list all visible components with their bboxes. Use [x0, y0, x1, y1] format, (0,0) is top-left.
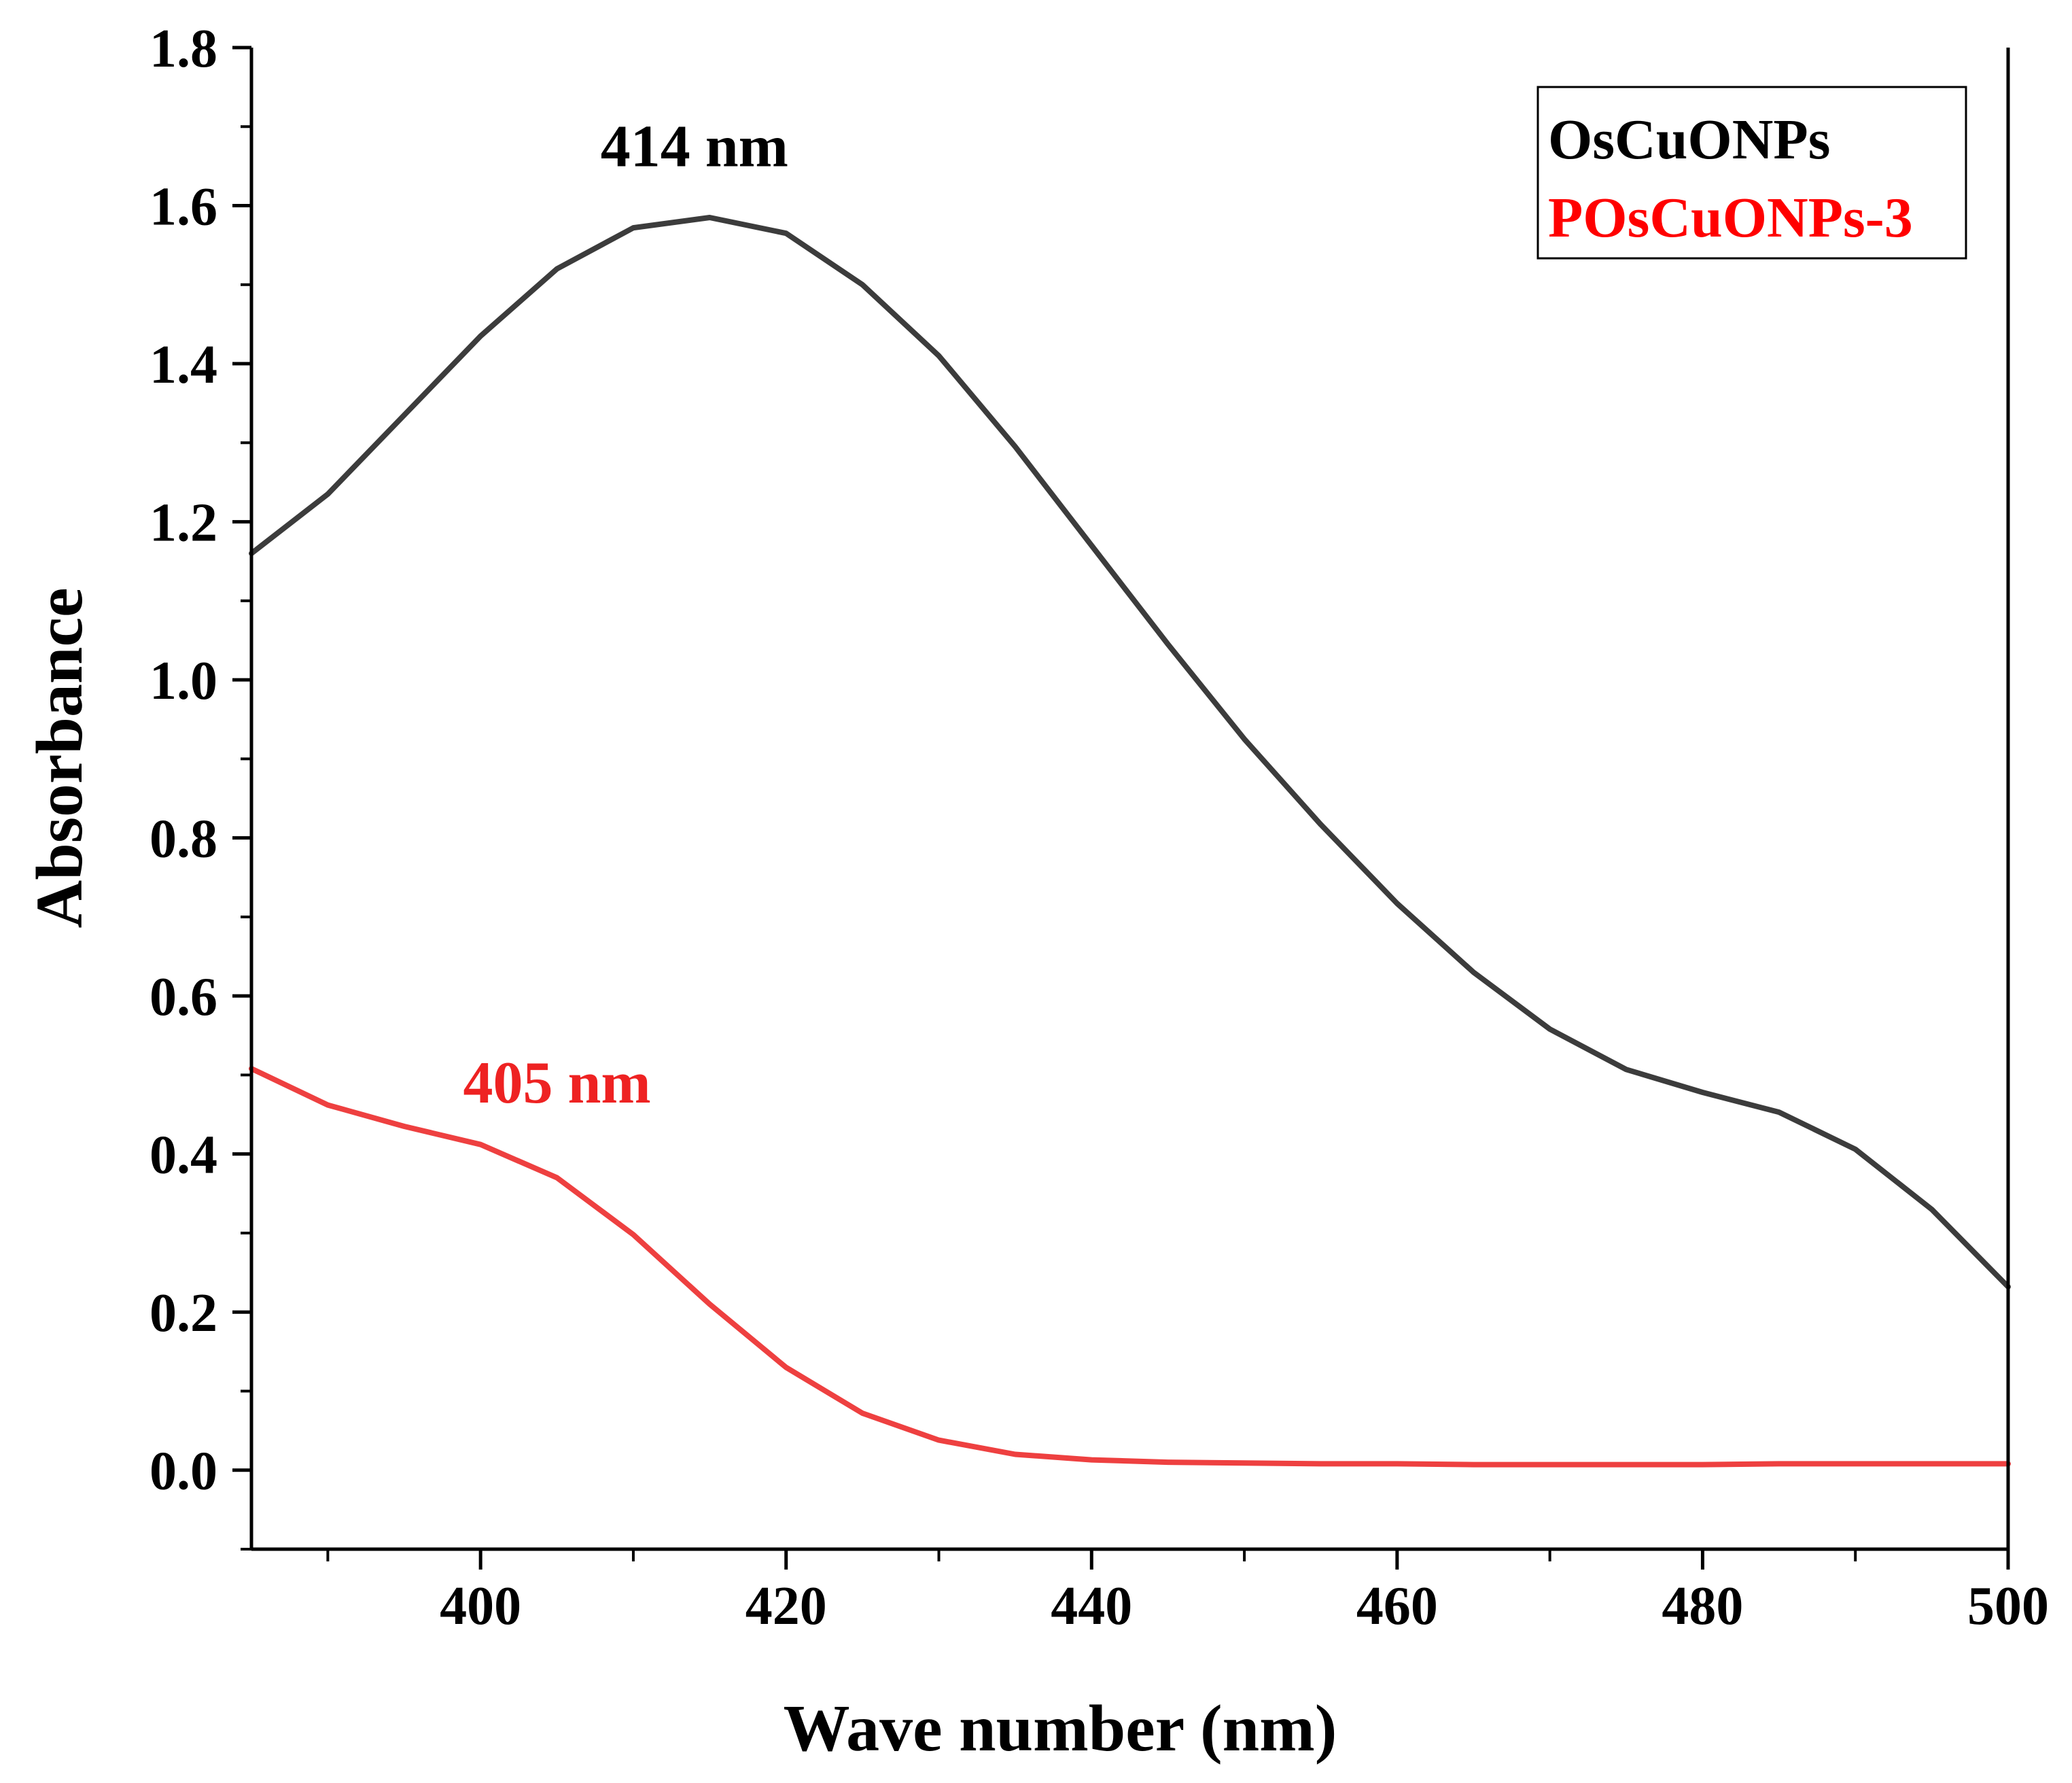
legend-entry: POsCuONPs-3: [1548, 186, 1913, 249]
y-tick-label: 0.6: [150, 967, 217, 1027]
legend-entry: OsCuONPs: [1548, 108, 1830, 171]
y-tick-label: 0.2: [150, 1283, 217, 1343]
x-tick-label: 480: [1662, 1576, 1743, 1636]
y-tick-label: 0.4: [150, 1126, 217, 1185]
y-tick-label: 1.4: [150, 335, 217, 395]
y-axis-title: Absorbance: [23, 588, 96, 929]
peak-annotations: 414 nm 405 nm: [463, 114, 788, 1116]
x-tick-label: 420: [745, 1576, 827, 1636]
x-tick-label: 400: [440, 1576, 521, 1636]
x-tick-label: 440: [1051, 1576, 1132, 1636]
axes-frame: [249, 48, 2010, 1551]
legend: OsCuONPs POsCuONPs-3: [1537, 86, 1967, 260]
y-tick-label: 0.0: [150, 1442, 217, 1502]
legend-box: [1537, 86, 1967, 260]
axis-ticks: 0.0 0.2 0.4 0.6 0.8 1.0 1.2 1.4 1.6 1.8 400 420 440 4…: [150, 19, 2049, 1636]
y-tick-label: 0.8: [150, 810, 217, 869]
y-tick-label: 1.2: [150, 494, 217, 553]
series-line-poscuonps-3: [249, 1066, 2011, 1468]
series-layer: [249, 215, 2011, 1468]
peak-label: 405 nm: [463, 1050, 650, 1116]
y-tick-label: 1.8: [150, 19, 217, 79]
x-axis-title: Wave number (nm): [784, 1692, 1337, 1765]
peak-label: 414 nm: [601, 114, 788, 179]
y-tick-label: 1.0: [150, 651, 217, 711]
series-line-oscuonps: [249, 215, 2011, 1289]
x-tick-label: 460: [1356, 1576, 1438, 1636]
x-tick-label: 500: [1967, 1576, 2049, 1636]
y-tick-label: 1.6: [150, 177, 217, 237]
